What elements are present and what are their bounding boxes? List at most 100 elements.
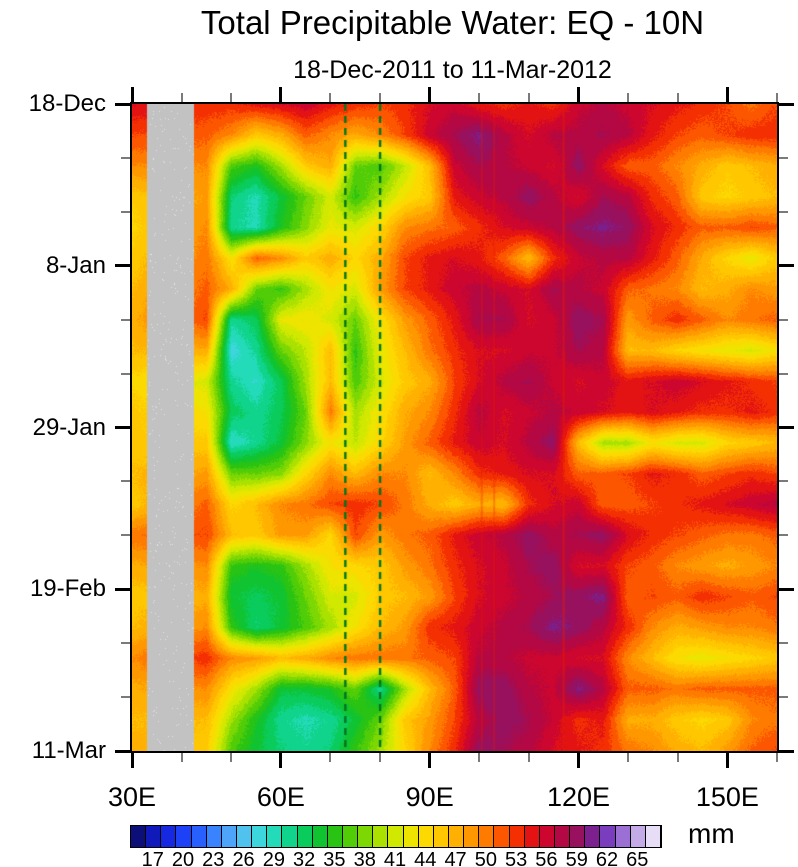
x-axis-tick-label: 120E <box>547 782 611 812</box>
x-axis-major-tick <box>577 753 581 768</box>
y-axis-minor-tick <box>121 642 130 645</box>
colorbar-tick-label: 65 <box>626 849 649 867</box>
x-axis-minor-tick-top <box>230 93 233 102</box>
x-axis-tick-label: 30E <box>107 782 157 812</box>
x-axis-minor-tick <box>379 753 382 762</box>
x-axis-major-tick <box>130 753 134 768</box>
x-axis-minor-tick-top <box>478 93 481 102</box>
colorbar <box>130 825 662 848</box>
colorbar-tick-label: 29 <box>262 849 285 867</box>
colorbar-tick-label: 56 <box>535 849 558 867</box>
colorbar-cell <box>161 826 177 847</box>
x-axis-major-tick <box>428 753 432 768</box>
chart-title: Total Precipitable Water: EQ - 10N <box>200 4 705 41</box>
y-axis-major-tick-right <box>779 102 794 106</box>
colorbar-cell <box>509 826 525 847</box>
colorbar-cell <box>131 826 147 847</box>
colorbar-cell <box>433 826 449 847</box>
colorbar-cell <box>600 826 616 847</box>
x-axis-major-tick <box>279 753 283 768</box>
x-axis-minor-tick <box>329 753 332 762</box>
y-axis-minor-tick-right <box>779 372 788 375</box>
y-axis-major-tick-right <box>779 426 794 429</box>
colorbar-tick-label: 20 <box>171 849 195 867</box>
y-axis-major-tick-right <box>779 264 794 268</box>
colorbar-cell <box>297 826 313 847</box>
colorbar-cell <box>191 826 207 847</box>
y-axis-major-tick <box>115 264 130 268</box>
colorbar-tick-label: 59 <box>565 849 588 867</box>
x-axis-minor-tick-top <box>379 93 382 102</box>
colorbar-cell <box>312 826 328 847</box>
colorbar-cell <box>343 826 359 847</box>
colorbar-cell <box>373 826 389 847</box>
colorbar-cell <box>358 826 374 847</box>
y-axis-major-tick-right <box>779 587 794 591</box>
colorbar-tick-label: 41 <box>383 849 407 867</box>
colorbar-cell <box>585 826 601 847</box>
colorbar-cell <box>494 826 510 847</box>
x-axis-minor-tick-top <box>329 93 332 102</box>
colorbar-cell <box>388 826 404 847</box>
colorbar-tick-label: 50 <box>474 849 497 867</box>
y-axis-major-tick-right <box>779 749 794 753</box>
x-axis-minor-tick <box>230 753 233 762</box>
x-axis-minor-tick <box>776 753 778 762</box>
heatmap-canvas <box>132 104 777 751</box>
colorbar-tick-label: 32 <box>293 849 316 867</box>
y-axis-major-tick <box>115 102 130 106</box>
colorbar-cell <box>252 826 268 847</box>
y-axis-minor-tick <box>121 318 130 321</box>
y-axis-minor-tick <box>121 156 130 159</box>
y-axis-minor-tick <box>121 696 130 699</box>
y-axis-minor-tick-right <box>779 480 788 483</box>
chart-subtitle: 18-Dec-2011 to 11-Mar-2012 <box>293 56 612 84</box>
x-axis-tick-label: 90E <box>405 782 454 812</box>
colorbar-units-label: mm <box>688 818 735 849</box>
x-axis-minor-tick-top <box>180 93 183 102</box>
x-axis-minor-tick <box>478 753 481 762</box>
colorbar-tick-label: 53 <box>505 849 528 867</box>
y-axis-tick-label: 11-Mar <box>31 737 106 764</box>
colorbar-cell <box>206 826 222 847</box>
colorbar-tick-label: 62 <box>595 849 619 867</box>
colorbar-tick-label: 35 <box>323 849 346 867</box>
x-axis-minor-tick <box>627 753 630 762</box>
x-axis-major-tick-top <box>279 87 283 102</box>
colorbar-tick-label: 17 <box>141 849 164 867</box>
colorbar-tick-label: 44 <box>414 849 437 867</box>
colorbar-cell <box>479 826 495 847</box>
x-axis-major-tick-top <box>577 87 581 102</box>
colorbar-cell <box>449 826 465 847</box>
x-axis-minor-tick-top <box>627 93 630 102</box>
y-axis-minor-tick-right <box>779 534 788 537</box>
plot-area <box>130 102 779 753</box>
y-axis-major-tick <box>115 749 130 753</box>
x-axis-minor-tick-top <box>776 93 778 102</box>
colorbar-cell <box>539 826 555 847</box>
y-axis-minor-tick <box>121 480 130 483</box>
y-axis-tick-label: 8-Jan <box>45 251 106 279</box>
colorbar-cell <box>615 826 631 847</box>
colorbar-cell <box>570 826 586 847</box>
colorbar-cell <box>403 826 419 847</box>
x-axis-major-tick-top <box>130 87 134 102</box>
colorbar-cell <box>282 826 298 847</box>
colorbar-cell <box>464 826 480 847</box>
x-axis-minor-tick <box>527 753 530 762</box>
colorbar-cell <box>267 826 283 847</box>
x-axis-minor-tick-top <box>676 93 679 102</box>
y-axis-minor-tick-right <box>779 156 788 159</box>
colorbar-tick-label: 26 <box>232 849 255 867</box>
colorbar-tick-label: 23 <box>202 849 225 867</box>
colorbar-cell <box>524 826 540 847</box>
colorbar-tick-label: 47 <box>444 849 467 867</box>
x-axis-minor-tick-top <box>527 93 530 102</box>
colorbar-cell <box>237 826 253 847</box>
colorbar-cell <box>146 826 162 847</box>
y-axis-minor-tick <box>121 372 130 375</box>
x-axis-minor-tick <box>180 753 183 762</box>
y-axis-minor-tick-right <box>779 318 788 321</box>
y-axis-minor-tick <box>121 210 130 213</box>
y-axis-minor-tick <box>121 534 130 537</box>
